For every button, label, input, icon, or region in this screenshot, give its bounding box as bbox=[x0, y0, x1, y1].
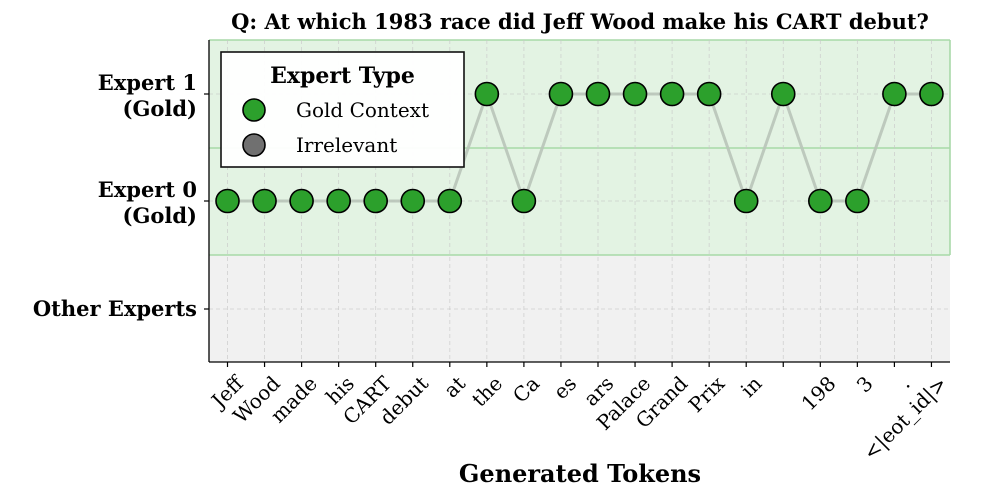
x-tick-label: the bbox=[467, 371, 507, 411]
data-point bbox=[585, 81, 611, 107]
legend-marker bbox=[242, 133, 266, 157]
x-tick-label: 3 bbox=[852, 371, 878, 397]
data-point bbox=[733, 188, 759, 214]
data-point bbox=[845, 188, 870, 214]
x-axis-label: Generated Tokens bbox=[459, 459, 701, 488]
x-tick-label: at bbox=[439, 371, 470, 402]
legend-label: Irrelevant bbox=[296, 133, 397, 157]
data-point bbox=[770, 81, 796, 107]
data-point bbox=[289, 188, 314, 214]
x-tick-label: es bbox=[549, 371, 582, 404]
y-tick-label: Expert 1 (Gold) bbox=[98, 70, 197, 121]
x-tick-label: in bbox=[736, 371, 767, 402]
legend-marker bbox=[242, 98, 266, 122]
data-point bbox=[807, 188, 833, 214]
data-point bbox=[622, 81, 648, 107]
data-point bbox=[548, 81, 574, 107]
data-point bbox=[474, 81, 500, 107]
legend: Expert Type Gold Context Irrelevant bbox=[220, 51, 465, 168]
data-point bbox=[696, 81, 722, 107]
data-point bbox=[919, 81, 944, 107]
data-point bbox=[882, 81, 907, 107]
other-experts-band bbox=[209, 255, 950, 362]
x-tick-label: . bbox=[893, 371, 914, 392]
x-tick-label: 198 bbox=[797, 371, 841, 415]
data-point bbox=[437, 188, 463, 214]
y-tick-label: Other Experts bbox=[33, 296, 197, 321]
legend-title: Expert Type bbox=[270, 63, 415, 89]
y-tick-label: Expert 0 (Gold) bbox=[98, 177, 197, 228]
legend-label: Gold Context bbox=[296, 98, 429, 122]
data-point bbox=[511, 188, 537, 214]
chart-title: Q: At which 1983 race did Jeff Wood make… bbox=[231, 9, 929, 34]
data-point bbox=[400, 188, 426, 214]
data-point bbox=[215, 188, 240, 214]
x-tick-label: Prix bbox=[684, 371, 730, 417]
data-point bbox=[659, 81, 685, 107]
data-point bbox=[252, 188, 277, 214]
data-point bbox=[363, 188, 389, 214]
x-tick-label: Ca bbox=[508, 371, 544, 407]
data-point bbox=[326, 188, 351, 214]
